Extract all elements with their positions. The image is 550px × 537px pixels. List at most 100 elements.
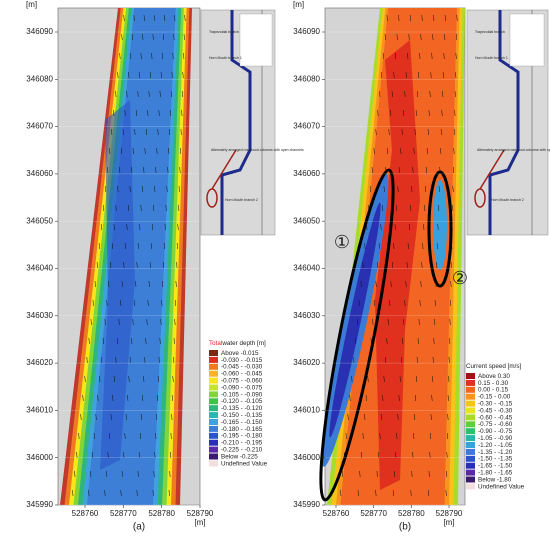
flow-arrow	[417, 337, 419, 345]
flow-arrow	[113, 109, 115, 117]
flow-arrow	[456, 33, 458, 41]
flow-arrow	[383, 185, 385, 193]
flow-arrow	[149, 71, 151, 79]
flow-arrow	[76, 451, 78, 459]
flow-arrow	[135, 109, 137, 117]
flow-arrow	[446, 451, 448, 459]
flow-arrow	[133, 299, 135, 307]
flow-arrow	[175, 280, 177, 288]
legend-label: 0.15 - 0.30	[478, 380, 509, 387]
flow-arrow	[415, 109, 417, 117]
flow-arrow	[398, 166, 400, 174]
flow-arrow	[171, 71, 173, 79]
flow-arrow	[388, 128, 390, 136]
legend-label: -0.225 - -0.210	[221, 446, 263, 453]
flow-arrow	[413, 147, 415, 155]
flow-arrow	[139, 432, 141, 440]
flow-arrow	[450, 261, 452, 269]
flow-arrow	[170, 432, 172, 440]
marker: ②	[452, 268, 468, 288]
legend-label: Above -0.015	[221, 350, 259, 357]
flow-arrow	[155, 432, 157, 440]
legend-label: -0.210 - -0.195	[221, 440, 263, 447]
legend-swatch	[466, 386, 475, 393]
flow-arrow	[173, 356, 175, 364]
flow-arrow	[144, 147, 146, 155]
flow-arrow	[140, 52, 142, 60]
flow-arrow	[88, 489, 90, 497]
flow-arrow	[119, 166, 121, 174]
flow-arrow	[121, 33, 123, 41]
flow-arrow	[153, 204, 155, 212]
flow-arrow	[421, 14, 423, 22]
legend-label: -0.45 - -0.30	[478, 407, 513, 414]
flow-arrow	[148, 280, 150, 288]
legend-swatch	[466, 428, 475, 435]
flow-arrow	[380, 223, 382, 231]
flow-arrow	[110, 261, 112, 269]
flow-arrow	[403, 318, 405, 326]
flow-arrow	[154, 451, 156, 459]
legend-swatch	[209, 460, 218, 467]
flow-arrow	[397, 413, 399, 421]
flow-arrow	[414, 128, 416, 136]
x-tick-label: 528790	[436, 509, 463, 518]
inset-label: Trapezoidal branch	[209, 30, 239, 34]
flow-arrow	[146, 318, 148, 326]
flow-arrow	[154, 185, 156, 193]
flow-arrow	[169, 470, 171, 478]
flow-arrow	[434, 318, 436, 326]
flow-arrow	[160, 318, 162, 326]
legend-label: Below -1.80	[478, 476, 512, 483]
flow-arrow	[100, 223, 102, 231]
flow-arrow	[390, 280, 392, 288]
legend-label: -0.135 - -0.120	[221, 405, 263, 412]
flow-arrow	[410, 489, 412, 497]
contour-band	[329, 202, 381, 438]
flow-arrow	[393, 71, 395, 79]
flow-arrow	[364, 242, 366, 250]
flow-arrow	[115, 356, 117, 364]
flow-arrow	[159, 337, 161, 345]
flow-arrow	[92, 299, 94, 307]
y-tick-label: 346040	[293, 264, 320, 273]
flow-arrow	[368, 204, 370, 212]
flow-arrow	[163, 242, 165, 250]
flow-arrow	[147, 109, 149, 117]
flow-arrow	[90, 318, 92, 326]
flow-arrow	[78, 432, 80, 440]
flow-arrow	[394, 470, 396, 478]
flow-arrow	[392, 489, 394, 497]
y-tick-label: 345990	[293, 500, 320, 509]
legend-swatch	[209, 363, 218, 370]
legend-label: 0.00 - 0.15	[478, 387, 509, 394]
flow-arrow	[148, 90, 150, 98]
flow-arrow	[151, 223, 154, 231]
flow-arrow	[96, 261, 98, 269]
legend-swatch	[466, 435, 475, 442]
flow-arrow	[147, 299, 149, 307]
flow-arrow	[138, 451, 140, 459]
y-tick-label: 346000	[293, 453, 320, 462]
flow-arrow	[396, 432, 398, 440]
x-tick-label: 528780	[148, 509, 175, 518]
flow-arrow	[454, 90, 456, 98]
flow-arrow	[170, 90, 172, 98]
flow-arrow	[401, 128, 403, 136]
flow-arrow	[106, 299, 108, 307]
y-tick-label: 346080	[293, 74, 320, 83]
legend-label: -1.35 - -1.20	[478, 449, 513, 456]
flow-arrow	[129, 52, 132, 60]
flow-arrow	[385, 166, 387, 174]
flow-arrow	[416, 90, 419, 98]
flow-arrow	[137, 90, 139, 98]
flow-arrow	[452, 185, 454, 193]
legend-swatch	[209, 391, 218, 398]
flow-arrow	[360, 280, 362, 288]
flow-arrow	[386, 14, 388, 22]
panel-label: (b)	[399, 522, 411, 533]
flow-arrow	[162, 280, 164, 288]
flow-arrow	[408, 223, 411, 231]
legend-label: -0.165 - -0.150	[221, 419, 263, 426]
y-tick-label: 346000	[26, 453, 53, 462]
